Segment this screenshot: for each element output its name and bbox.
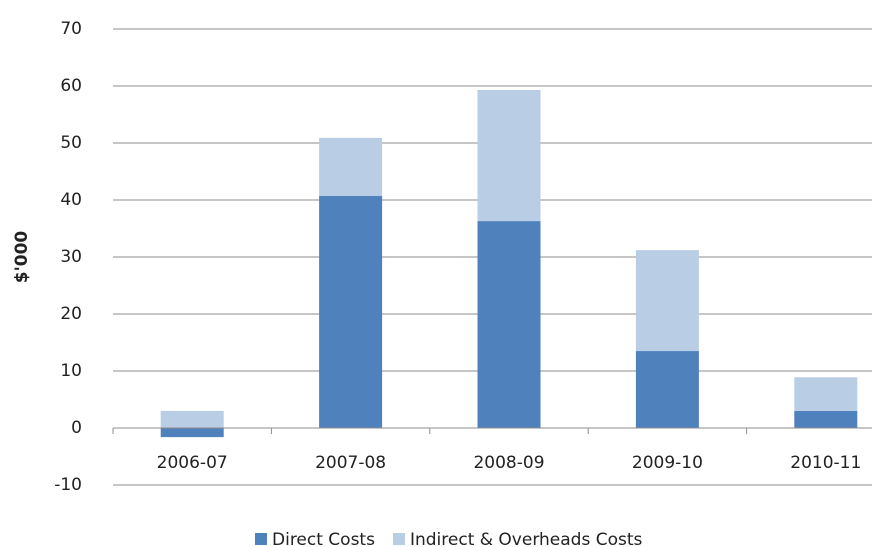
- bar-segment: [635, 250, 699, 352]
- bar-segment: [477, 221, 541, 428]
- y-tick-label: 0: [71, 418, 82, 438]
- x-tick-label: 2008-09: [473, 453, 544, 473]
- y-tick-label: 30: [60, 247, 82, 267]
- bar-segment: [319, 137, 383, 197]
- bar-segment: [160, 410, 224, 428]
- y-tick-label: 60: [60, 76, 82, 96]
- y-tick-label: 50: [60, 133, 82, 153]
- bar-segment: [477, 89, 541, 222]
- x-tick-label: 2006-07: [157, 453, 228, 473]
- x-tick-label: 2010-11: [790, 453, 861, 473]
- x-tick-label: 2009-10: [632, 453, 703, 473]
- x-tick-label: 2007-08: [315, 453, 386, 473]
- bar-segment: [635, 351, 699, 428]
- bar-segment: [794, 377, 858, 411]
- y-tick-label: 20: [60, 304, 82, 324]
- legend-swatch: [392, 533, 405, 545]
- y-axis-title: $'000: [12, 231, 32, 284]
- bar-segment: [794, 410, 858, 428]
- y-tick-label: 10: [60, 361, 82, 381]
- bar-segment: [160, 428, 224, 438]
- legend-label: Direct Costs: [272, 530, 375, 547]
- legend-swatch: [255, 533, 267, 545]
- y-tick-label: 70: [60, 19, 82, 39]
- legend-label: Indirect & Overheads Costs: [410, 530, 643, 547]
- y-tick-label: 40: [60, 190, 82, 210]
- bar-segment: [319, 196, 383, 428]
- y-tick-label: -10: [54, 475, 82, 495]
